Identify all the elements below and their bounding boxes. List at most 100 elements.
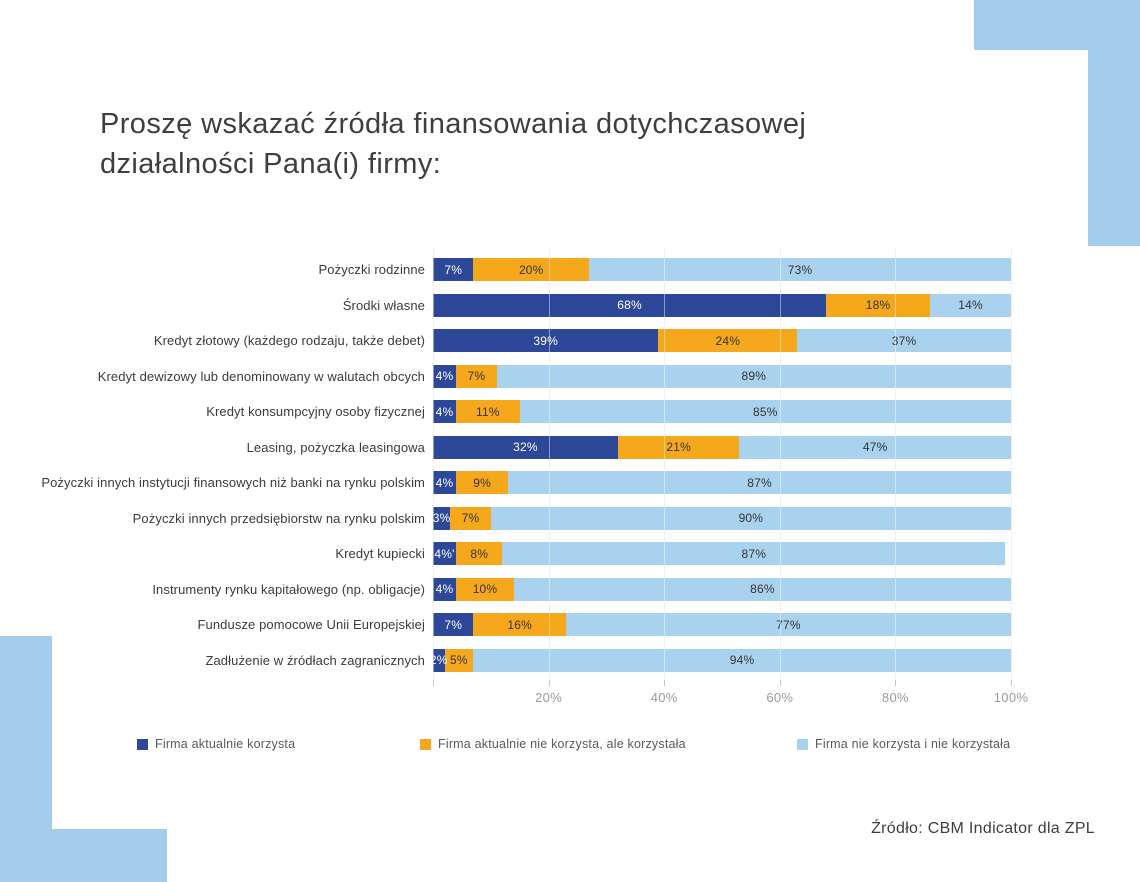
- segment-value-label: 7%: [444, 262, 463, 277]
- category-label: Pożyczki innych przedsiębiorstw na rynku…: [132, 510, 425, 526]
- bar-segment-past: 8%: [456, 542, 503, 565]
- grid-line-overlay: [779, 247, 781, 680]
- bar-segment-past: 21%: [617, 435, 740, 459]
- bar-row: 3% 7% 90%: [433, 506, 1011, 530]
- segment-value-label: 21%: [666, 440, 691, 454]
- segment-value-label: 18%: [865, 298, 891, 312]
- bar-segment-never: 87%: [502, 542, 1006, 565]
- segment-value-label: 11%: [476, 404, 500, 419]
- legend-marker: [797, 738, 808, 750]
- segment-value-label: 5%: [449, 653, 468, 667]
- segment-value-label: 4%: [435, 475, 454, 490]
- bar-segment-current: 4%: [433, 364, 457, 388]
- bar-segment-current: 7%: [433, 613, 474, 636]
- bar-segment-current: 39%: [433, 329, 659, 352]
- bar-segment-past: 24%: [658, 329, 798, 352]
- bar-row: 39% 24% 37%: [433, 329, 1011, 352]
- legend-marker: [420, 738, 431, 750]
- bar-segment-never: 87%: [508, 471, 1011, 494]
- bar-segment-past: 10%: [456, 577, 514, 601]
- grid-line-overlay: [895, 247, 897, 680]
- category-label: Kredyt dewizowy lub denominowany w walut…: [97, 368, 425, 384]
- legend-marker: [137, 738, 148, 750]
- grid-line-overlay: [433, 247, 434, 680]
- x-axis-label: 100%: [993, 690, 1029, 705]
- segment-value-label: 16%: [507, 617, 532, 632]
- segment-value-label: 7%: [444, 617, 463, 632]
- category-label: Instrumenty rynku kapitałowego (np. obli…: [152, 581, 425, 597]
- grid-line: [1011, 247, 1012, 680]
- segment-value-label: 7%: [467, 369, 486, 383]
- segment-value-label: 87%: [741, 546, 767, 561]
- segment-value-label: 7%: [461, 511, 480, 525]
- bar-row: 2% 5% 94%: [430, 648, 1011, 672]
- bar-segment-never: 86%: [513, 577, 1011, 601]
- grid-line: [895, 247, 897, 680]
- category-label: Leasing, pożyczka leasingowa: [246, 439, 425, 455]
- segment-value-label: 47%: [862, 440, 888, 454]
- axis-tick: [433, 680, 434, 686]
- bar-row: 7% 20% 73%: [433, 258, 1011, 281]
- stacked-bar-chart: Pożyczki rodzinne 7% 20% 73% Środki własne 68…: [0, 247, 1028, 709]
- segment-value-label: 9%: [473, 475, 491, 490]
- bar-segment-current: 68%: [433, 293, 827, 317]
- segment-value-label: 37%: [891, 333, 917, 348]
- axis-tick: [548, 680, 550, 686]
- bar-segment-never: 85%: [519, 400, 1011, 423]
- grid-line: [433, 247, 434, 680]
- axis-tick: [1011, 680, 1012, 686]
- axis-tick: [664, 680, 666, 686]
- segment-value-label: 94%: [729, 653, 755, 667]
- legend-item: Firma aktualnie korzysta: [137, 737, 295, 751]
- bar-segment-past: 5%: [444, 648, 474, 672]
- grid-line-overlay: [1011, 247, 1012, 680]
- grid-line-overlay: [664, 247, 666, 680]
- segment-value-label: 14%: [958, 298, 983, 312]
- legend-item: Firma aktualnie nie korzysta, ale korzys…: [420, 737, 686, 751]
- category-label: Zadłużenie w źródłach zagranicznych: [205, 652, 425, 668]
- bar-segment-current: 4%: [433, 471, 457, 494]
- segment-value-label: 39%: [533, 333, 559, 348]
- bar-row: 68% 18% 14%: [433, 293, 1011, 317]
- segment-value-label: 10%: [472, 582, 498, 596]
- bar-segment-never: 73%: [589, 258, 1011, 281]
- bar-segment-past: 9%: [456, 471, 509, 494]
- bar-segment-past: 18%: [826, 293, 931, 317]
- bar-segment-never: 14%: [930, 293, 1011, 317]
- segment-value-label: 8%: [470, 546, 489, 561]
- chart-title-line-2: działalności Pana(i) firmy:: [100, 148, 442, 181]
- bar-segment-past: 11%: [456, 400, 520, 423]
- segment-value-label: 86%: [750, 582, 775, 596]
- category-label: Pożyczki innych instytucji finansowych n…: [41, 475, 425, 490]
- bar-segment-never: 77%: [565, 613, 1011, 636]
- legend-item: Firma nie korzysta i nie korzystała: [797, 737, 1010, 751]
- bar-segment-never: 47%: [739, 435, 1011, 459]
- chart-title: Proszę wskazać źródła finansowania dotyc…: [100, 104, 806, 184]
- grid-line: [548, 247, 550, 680]
- segment-value-label: 4%: [435, 404, 454, 419]
- segment-value-label: 73%: [787, 262, 813, 277]
- bar-segment-current: 4%: [433, 577, 457, 601]
- segment-value-label: 20%: [518, 262, 544, 277]
- bar-segment-current: 7%: [433, 258, 474, 281]
- bar-row: 7% 16% 77%: [433, 613, 1011, 636]
- grid-line: [779, 247, 781, 680]
- bar-segment-past: 20%: [473, 258, 590, 281]
- legend-label: Firma aktualnie nie korzysta, ale korzys…: [438, 737, 686, 751]
- segment-value-label: 77%: [776, 617, 801, 632]
- segment-value-label: 85%: [753, 404, 778, 419]
- segment-value-label: 24%: [715, 333, 741, 348]
- source-note: Źródło: CBM Indicator dla ZPL: [871, 820, 1095, 837]
- category-label: Kredyt złotowy (każdego rodzaju, także d…: [153, 333, 425, 348]
- decor-corner-bottom-left-horizontal: [0, 829, 167, 882]
- legend-label: Firma nie korzysta i nie korzystała: [815, 737, 1011, 751]
- bar-row: 4% 11% 85%: [433, 400, 1011, 423]
- bar-segment-current: 3%: [433, 506, 450, 530]
- bar-segment-current: 4%': [433, 542, 457, 565]
- axis-tick: [779, 680, 781, 686]
- segment-value-label: 68%: [617, 298, 642, 312]
- x-axis-label: 80%: [881, 690, 909, 705]
- chart-title-line-1: Proszę wskazać źródła finansowania dotyc…: [100, 108, 807, 140]
- segment-value-label: 90%: [738, 511, 764, 525]
